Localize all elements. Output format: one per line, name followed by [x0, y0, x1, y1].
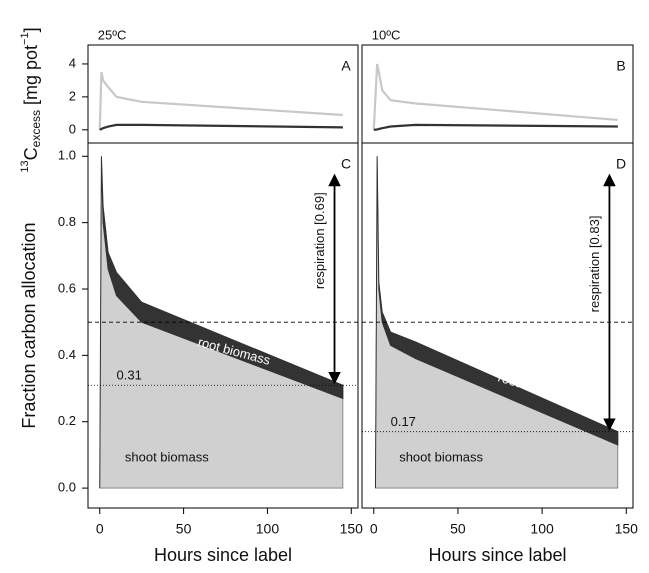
data-line [98, 71, 343, 130]
data-line [372, 63, 618, 130]
x-tick-label: 0 [370, 521, 378, 537]
y-axis-label-part: ] [21, 27, 41, 32]
panel-label: B [616, 58, 625, 74]
y-axis-label-part: excess [29, 110, 43, 147]
y-axis-label: 13Cexcess [mg pot−1] [19, 27, 43, 172]
panel-label: D [616, 156, 626, 172]
panel-label: C [341, 156, 351, 172]
x-tick-label: 150 [615, 521, 639, 537]
y-tick-label: 0.0 [58, 480, 76, 495]
plot-area [374, 156, 619, 489]
x-tick-label: 100 [256, 521, 280, 537]
plot-area [372, 63, 618, 131]
plot-frame [87, 142, 359, 509]
series-label: shoot biomass [125, 450, 209, 465]
y-tick-label: 1.0 [58, 148, 76, 163]
data-line [373, 123, 618, 131]
y-tick-label: 0.8 [58, 214, 76, 229]
y-tick-label: 0.6 [58, 280, 76, 295]
panel-title: 10ºC [372, 27, 401, 42]
y-axis-label-part: −1 [19, 32, 31, 45]
x-tick-label: 50 [450, 521, 466, 537]
plot-area [99, 156, 344, 489]
x-tick-label: 150 [340, 521, 364, 537]
plot-frame [87, 44, 359, 144]
reference-label: 0.17 [391, 414, 416, 429]
data-area [99, 156, 344, 489]
plot-area [98, 71, 343, 131]
respiration-label: respiration [0.83] [587, 216, 602, 313]
plot-frame [361, 44, 634, 144]
y-axis-label-part: 13 [19, 160, 31, 172]
y-tick-label: 0.2 [58, 413, 76, 428]
plot-frame [361, 142, 634, 509]
respiration-label: respiration [0.69] [312, 192, 327, 289]
panel-title: 25ºC [98, 27, 127, 42]
reference-label: 0.31 [117, 368, 142, 383]
y-axis-label: Fraction carbon allocation [19, 222, 39, 428]
y-tick-label: 0 [69, 121, 76, 136]
x-axis-label: Hours since label [154, 545, 292, 565]
panel-label: A [341, 58, 351, 74]
y-tick-label: 0.4 [58, 347, 76, 362]
data-area [374, 156, 619, 489]
y-axis-label-part: C [21, 147, 41, 160]
y-tick-label: 2 [69, 88, 76, 103]
y-tick-label: 4 [69, 55, 76, 70]
y-axis-label-part: [mg pot [21, 45, 41, 110]
data-line [99, 123, 343, 131]
x-axis-label: Hours since label [428, 545, 566, 565]
series-label: shoot biomass [399, 450, 483, 465]
x-tick-label: 100 [530, 521, 554, 537]
x-tick-label: 0 [96, 521, 104, 537]
x-tick-label: 50 [176, 521, 192, 537]
